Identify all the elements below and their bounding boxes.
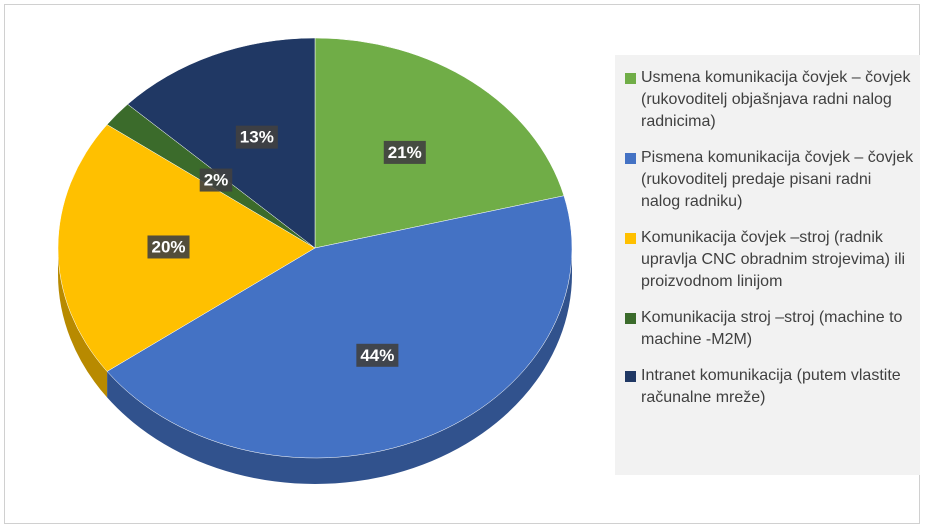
slice — [106, 195, 573, 459]
slice — [127, 37, 316, 249]
legend-label: Komunikacija čovjek –stroj (radnik uprav… — [641, 229, 906, 290]
legend-swatch — [625, 371, 636, 382]
data-label-box — [235, 125, 278, 149]
slice — [314, 37, 565, 249]
legend-label: Komunikacija stroj –stroj (machine to ma… — [641, 309, 903, 348]
data-label: 13% — [240, 128, 274, 147]
legend-label: Usmena komunikacija čovjek – čovjek (ruk… — [641, 69, 911, 130]
legend-swatch — [625, 313, 636, 324]
slice-side — [58, 248, 108, 398]
data-label-box — [147, 235, 190, 259]
legend-item: Intranet komunikacija (putem vlastite ra… — [625, 365, 914, 409]
legend-swatch — [625, 153, 636, 164]
legend-swatch — [625, 73, 636, 84]
legend-item: Komunikacija čovjek –stroj (radnik uprav… — [625, 227, 914, 293]
legend: Usmena komunikacija čovjek – čovjek (ruk… — [615, 55, 920, 475]
data-label: 2% — [204, 171, 229, 190]
legend-label: Pismena komunikacija čovjek – čovjek (ru… — [641, 149, 914, 210]
legend-item: Usmena komunikacija čovjek – čovjek (ruk… — [625, 67, 914, 133]
pie-tops — [57, 37, 573, 459]
legend-swatch — [625, 233, 636, 244]
slice-side — [107, 248, 572, 485]
legend-label: Intranet komunikacija (putem vlastite ra… — [641, 367, 901, 406]
pie-sides — [58, 248, 572, 485]
data-label: 20% — [151, 237, 185, 256]
legend-item: Pismena komunikacija čovjek – čovjek (ru… — [625, 147, 914, 213]
legend-item: Komunikacija stroj –stroj (machine to ma… — [625, 307, 914, 351]
data-label: 21% — [388, 143, 422, 162]
data-label-box — [199, 168, 233, 192]
data-label-box — [383, 140, 426, 164]
data-label-box — [356, 343, 399, 367]
data-label: 44% — [360, 346, 394, 365]
data-labels: 21% 44% 20% 2% 13% — [147, 125, 426, 367]
